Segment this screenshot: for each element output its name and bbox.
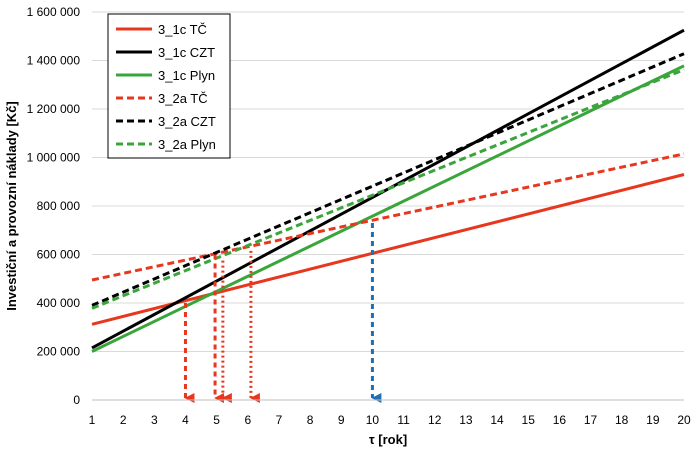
x-tick-label: 12 (428, 413, 442, 427)
y-tick-label: 1 200 000 (27, 102, 81, 116)
series-line-3-1c-t (91, 173, 685, 326)
y-tick-label: 0 (73, 393, 80, 407)
y-tick-label: 1 400 000 (27, 54, 81, 68)
series-line-3-2a-plyn (91, 68, 685, 310)
y-tick-label: 600 000 (37, 248, 81, 262)
x-tick-label: 9 (338, 413, 345, 427)
y-tick-labels: 0 200 000 400 000 600 000 800 000 1 000 000 1 … (27, 5, 81, 407)
x-tick-label: 14 (490, 413, 504, 427)
x-tick-label: 1 (89, 413, 96, 427)
x-tick-label: 10 (366, 413, 380, 427)
x-tick-label: 8 (307, 413, 314, 427)
x-tick-label: 17 (584, 413, 598, 427)
x-tick-label: 19 (646, 413, 660, 427)
legend-label-3-2a-plyn: 3_2a Plyn (158, 137, 216, 152)
x-tick-label: 15 (522, 413, 536, 427)
legend-label-3-1c-plyn: 3_1c Plyn (158, 68, 215, 83)
x-tick-label: 7 (276, 413, 283, 427)
x-tick-label: 5 (213, 413, 220, 427)
legend-box (107, 13, 231, 159)
y-tick-label: 200 000 (37, 345, 81, 359)
y-tick-label: 800 000 (37, 199, 81, 213)
legend-label-3-1c-czt: 3_1c CZT (158, 45, 215, 60)
series-line-3-1c-plyn (91, 64, 685, 353)
series-line-3-2a-czt (91, 52, 685, 307)
x-tick-label: 2 (120, 413, 127, 427)
y-tick-label: 1 600 000 (27, 5, 81, 19)
y-axis-title: Investiční a provozní náklady [Kč] (4, 101, 19, 311)
series-line-3-2a-t (91, 152, 685, 282)
x-tick-label: 18 (615, 413, 629, 427)
legend-label-3-2a-czt: 3_2a CZT (158, 114, 216, 129)
x-tick-label: 11 (397, 413, 410, 427)
x-axis-title: τ [rok] (369, 432, 407, 447)
series-lines (91, 28, 685, 353)
arrows (183, 222, 382, 403)
x-tick-label: 4 (182, 413, 189, 427)
legend-label-3-2a-t: 3_2a TČ (158, 91, 208, 106)
y-tick-label: 1 000 000 (27, 151, 81, 165)
x-tick-labels: 1 2 3 4 5 6 7 8 9 10 11 12 13 14 15 16 17 18 19 20 (89, 413, 691, 427)
legend: 3_1c TČ 3_1c CZT 3_1c Plyn 3_2a TČ 3_2a CZT 3… (107, 13, 231, 159)
x-tick-label: 16 (553, 413, 567, 427)
legend-label-3-1c-t: 3_1c TČ (158, 22, 207, 37)
x-tick-label: 13 (459, 413, 473, 427)
y-tick-label: 400 000 (37, 296, 81, 310)
x-tick-label: 20 (677, 413, 691, 427)
x-tick-label: 3 (151, 413, 158, 427)
x-tick-label: 6 (244, 413, 251, 427)
